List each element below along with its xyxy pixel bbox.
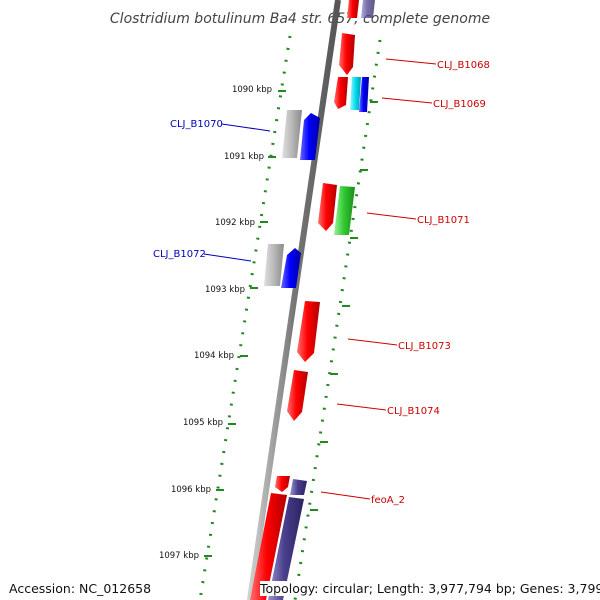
leader-line: [381, 97, 433, 104]
gene-clj-b1070[interactable]: [300, 113, 320, 160]
gene-clj-b1072-grey[interactable]: [264, 244, 284, 286]
gene-clj-b1072[interactable]: [281, 248, 301, 288]
gene-label-clj-b1073[interactable]: CLJ_B1073: [398, 341, 451, 352]
gene-purple-small[interactable]: [290, 479, 307, 495]
gene-clj-b1068[interactable]: [339, 33, 355, 75]
gene-clj-b1069-blue[interactable]: [359, 77, 369, 112]
gene-bottom-purple[interactable]: [268, 497, 304, 600]
leader-line: [347, 338, 398, 346]
leader-line: [385, 58, 437, 65]
gene-bottom-red[interactable]: [250, 493, 287, 600]
tick-label: 1095 kbp: [183, 418, 223, 428]
gene-label-clj-b1071[interactable]: CLJ_B1071: [417, 215, 470, 226]
tick-label: 1094 kbp: [194, 351, 234, 361]
gene-label-clj-b1074[interactable]: CLJ_B1074: [387, 406, 440, 417]
leader-line: [203, 253, 252, 262]
gene-top-red[interactable]: [347, 0, 359, 18]
outer-ring-ticks: [310, 101, 378, 511]
leader-line: [221, 123, 271, 132]
genome-title: Clostridium botulinum Ba4 str. 657, comp…: [110, 11, 490, 27]
gene-clj-b1069-red[interactable]: [334, 77, 348, 109]
gene-clj-b1071-red[interactable]: [318, 183, 337, 231]
genome-backbone: [247, 0, 341, 600]
gene-label-clj-b1072[interactable]: CLJ_B1072: [153, 249, 206, 260]
gene-clj-b1070-grey[interactable]: [282, 110, 302, 158]
tick-ring-dotted: [198, 35, 292, 600]
gene-label-clj-b1069[interactable]: CLJ_B1069: [433, 99, 486, 110]
gene-feoa-2[interactable]: [275, 476, 290, 492]
tick-label: 1093 kbp: [205, 285, 245, 295]
gene-label-feoa-2[interactable]: feoA_2: [371, 495, 405, 506]
tick-label: 1096 kbp: [171, 485, 211, 495]
leader-line: [366, 212, 417, 220]
leader-line: [336, 403, 387, 411]
tick-marks: 1090 kbp 1091 kbp 1092 kbp 1093 kbp 1094…: [159, 85, 286, 561]
gene-clj-b1074[interactable]: [287, 370, 308, 421]
tick-label: 1092 kbp: [215, 218, 255, 228]
tick-label: 1097 kbp: [159, 551, 199, 561]
tick-label: 1091 kbp: [224, 152, 264, 162]
leader-line: [320, 491, 371, 500]
gene-clj-b1071[interactable]: [334, 186, 355, 235]
tick-label: 1090 kbp: [232, 85, 272, 95]
gene-clj-b1069-cyan[interactable]: [350, 77, 361, 110]
gene-label-clj-b1070[interactable]: CLJ_B1070: [170, 119, 223, 130]
topology-label: Topology: circular; Length: 3,977,794 bp…: [260, 581, 600, 596]
gene-top-purple[interactable]: [361, 0, 375, 18]
gene-label-clj-b1068[interactable]: CLJ_B1068: [437, 60, 490, 71]
gene-clj-b1073[interactable]: [297, 301, 320, 362]
accession-label: Accession: NC_012658: [9, 581, 152, 596]
